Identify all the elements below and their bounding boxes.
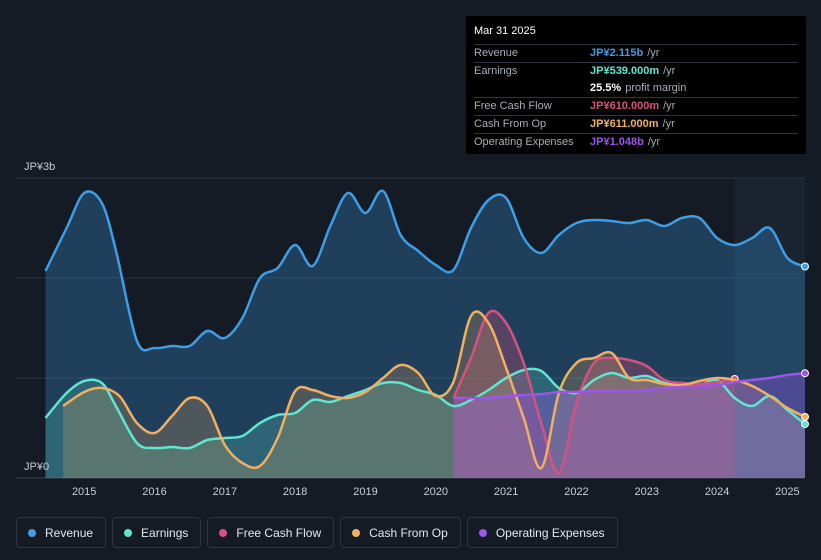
x-tick-label: 2016 — [142, 486, 166, 498]
tooltip-label: Operating Expenses — [474, 136, 574, 148]
x-tick-label: 2022 — [564, 486, 588, 498]
revenue-end-point — [801, 262, 809, 271]
legend-item-cash-from-op[interactable]: Cash From Op — [340, 517, 461, 548]
tooltip-row-free-cash-flow: Free Cash Flow JP¥610.000m /yr — [474, 98, 798, 116]
x-tick-label: 2019 — [353, 486, 377, 498]
x-tick-label: 2021 — [494, 486, 518, 498]
x-tick-label: 2015 — [72, 486, 96, 498]
legend-dot-icon — [352, 528, 361, 537]
revenue-area — [45, 190, 805, 478]
legend-dot-icon — [478, 528, 487, 537]
tooltip-label: Free Cash Flow — [474, 100, 552, 112]
tooltip-unit: /yr — [663, 65, 676, 77]
tooltip-value: JP¥2.115b — [590, 47, 644, 59]
tooltip-unit: /yr — [647, 136, 661, 148]
series-lines — [44, 189, 809, 475]
tooltip-value: JP¥539.000m — [590, 65, 660, 77]
earnings-end-point — [801, 420, 809, 429]
legend: Revenue Earnings Free Cash Flow Cash Fro… — [16, 517, 618, 548]
operating-expenses-end-point — [801, 369, 809, 378]
revenue-line — [44, 189, 806, 352]
operating-expenses-area — [453, 373, 805, 478]
cash-from-op-line — [62, 310, 806, 470]
x-tick-label: 2025 — [775, 486, 799, 498]
legend-label: Earnings — [141, 525, 189, 540]
legend-dot-icon — [124, 528, 133, 537]
x-tick-label: 2018 — [283, 486, 307, 498]
x-tick-label: 2024 — [705, 486, 729, 498]
tooltip-unit: /yr — [647, 47, 660, 59]
cash-from-op-area — [63, 311, 806, 478]
y-axis-label-bottom: JP¥0 — [24, 461, 49, 473]
legend-item-revenue[interactable]: Revenue — [16, 517, 107, 548]
legend-item-operating-expenses[interactable]: Operating Expenses — [466, 517, 618, 548]
tooltip-label: Revenue — [474, 47, 519, 59]
legend-label: Operating Expenses — [495, 525, 605, 540]
tooltip-row-cash-from-op: Cash From Op JP¥611.000m /yr — [474, 116, 798, 134]
legend-dot-icon — [219, 528, 228, 537]
x-tick-label: 2023 — [635, 486, 659, 498]
x-tick-label: 2017 — [213, 486, 237, 498]
tooltip-value: 25.5% — [590, 82, 622, 94]
legend-dot-icon — [28, 528, 36, 537]
tooltip-label: Cash From Op — [474, 118, 547, 130]
legend-item-earnings[interactable]: Earnings — [112, 517, 202, 548]
legend-label: Free Cash Flow — [236, 525, 322, 540]
tooltip-panel: Mar 31 2025 Revenue JP¥2.115b /yr Earnin… — [466, 16, 806, 154]
y-axis-label-top: JP¥3b — [24, 161, 55, 173]
legend-item-free-cash-flow[interactable]: Free Cash Flow — [207, 517, 335, 548]
x-axis-ticks: 2015 2016 2017 2018 2019 2020 2021 2022 2023 2024… — [72, 486, 800, 498]
tooltip-row-profit-margin: 25.5% profit margin — [474, 80, 798, 98]
tooltip-unit: /yr — [663, 100, 676, 112]
x-tick-label: 2020 — [424, 486, 448, 498]
tooltip-label — [474, 80, 590, 97]
tooltip-value: JP¥1.048b — [590, 136, 644, 148]
free-cash-flow-area — [453, 310, 735, 478]
legend-label: Revenue — [45, 525, 94, 540]
tooltip-row-earnings: Earnings JP¥539.000m /yr — [474, 63, 798, 80]
tooltip-label: Earnings — [474, 65, 518, 77]
tooltip-date: Mar 31 2025 — [474, 24, 798, 45]
tooltip-value: JP¥610.000m — [590, 100, 660, 112]
series-areas — [45, 190, 806, 478]
tooltip-unit: profit margin — [625, 82, 687, 94]
legend-label: Cash From Op — [369, 525, 448, 540]
tooltip-unit: /yr — [662, 118, 675, 130]
earnings-area — [45, 368, 805, 478]
tooltip-row-revenue: Revenue JP¥2.115b /yr — [474, 45, 798, 63]
operating-expenses-line — [453, 371, 806, 400]
cash-from-op-end-point — [801, 412, 809, 421]
tooltip-value: JP¥611.000m — [590, 118, 659, 130]
tooltip-row-operating-expenses: Operating Expenses JP¥1.048b /yr — [474, 134, 798, 151]
